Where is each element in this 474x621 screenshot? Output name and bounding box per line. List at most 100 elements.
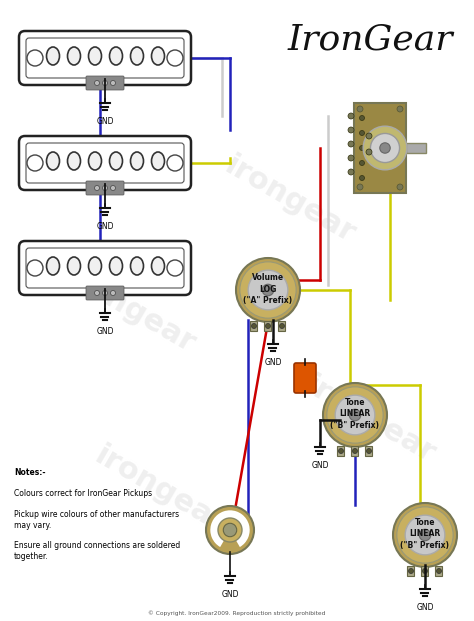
Circle shape: [167, 155, 183, 171]
Text: GND: GND: [221, 590, 239, 599]
Ellipse shape: [109, 152, 122, 170]
Circle shape: [262, 284, 274, 296]
Circle shape: [359, 116, 365, 120]
Bar: [421, 566, 428, 576]
Text: GND: GND: [416, 603, 434, 612]
Circle shape: [280, 324, 284, 329]
Circle shape: [27, 260, 43, 276]
Bar: [406, 143, 426, 153]
Ellipse shape: [67, 257, 81, 275]
Circle shape: [265, 324, 271, 329]
Circle shape: [323, 383, 387, 447]
Circle shape: [409, 568, 413, 574]
Text: © Copyright. IronGear2009. Reproduction strictly prohibited: © Copyright. IronGear2009. Reproduction …: [148, 610, 326, 616]
Circle shape: [240, 262, 296, 318]
Circle shape: [397, 106, 403, 112]
FancyBboxPatch shape: [86, 76, 124, 90]
Ellipse shape: [130, 47, 144, 65]
Circle shape: [223, 524, 237, 537]
FancyBboxPatch shape: [19, 31, 191, 85]
Circle shape: [359, 176, 365, 181]
Circle shape: [357, 184, 363, 190]
Circle shape: [419, 529, 431, 541]
Circle shape: [102, 291, 108, 296]
Circle shape: [338, 448, 344, 453]
Ellipse shape: [89, 152, 101, 170]
FancyBboxPatch shape: [86, 286, 124, 300]
FancyBboxPatch shape: [294, 363, 316, 393]
Ellipse shape: [130, 152, 144, 170]
Circle shape: [327, 387, 383, 443]
Circle shape: [348, 155, 354, 161]
Ellipse shape: [46, 257, 60, 275]
Circle shape: [359, 145, 365, 150]
Bar: [365, 446, 373, 456]
Circle shape: [348, 141, 354, 147]
FancyBboxPatch shape: [26, 248, 184, 288]
Text: Tone
LINEAR
("B" Prefix): Tone LINEAR ("B" Prefix): [330, 399, 380, 430]
Circle shape: [94, 291, 100, 296]
Circle shape: [252, 324, 256, 329]
Bar: [279, 321, 285, 331]
FancyBboxPatch shape: [24, 153, 186, 187]
Circle shape: [348, 169, 354, 175]
Circle shape: [366, 149, 372, 155]
Circle shape: [206, 506, 254, 554]
Ellipse shape: [109, 257, 122, 275]
Text: irongear: irongear: [300, 371, 440, 469]
Ellipse shape: [89, 47, 101, 65]
Bar: [408, 566, 414, 576]
Circle shape: [405, 515, 445, 555]
Circle shape: [348, 113, 354, 119]
FancyBboxPatch shape: [19, 241, 191, 295]
Ellipse shape: [152, 257, 164, 275]
Circle shape: [366, 133, 372, 139]
Text: GND: GND: [96, 222, 114, 231]
Bar: [264, 321, 272, 331]
Text: Tone
LINEAR
("B" Prefix): Tone LINEAR ("B" Prefix): [401, 519, 449, 550]
Text: GND: GND: [96, 327, 114, 336]
Text: IronGear: IronGear: [287, 22, 453, 56]
Wedge shape: [210, 510, 250, 547]
Text: Pickup wire colours of other manufacturers: Pickup wire colours of other manufacture…: [14, 510, 179, 519]
Circle shape: [167, 50, 183, 66]
Ellipse shape: [67, 152, 81, 170]
Circle shape: [397, 507, 453, 563]
Circle shape: [248, 270, 288, 310]
Circle shape: [110, 291, 116, 296]
Ellipse shape: [152, 152, 164, 170]
Circle shape: [27, 50, 43, 66]
Circle shape: [94, 186, 100, 191]
Bar: [436, 566, 443, 576]
Text: GND: GND: [264, 358, 282, 367]
Circle shape: [366, 448, 372, 453]
Ellipse shape: [89, 257, 101, 275]
Ellipse shape: [130, 257, 144, 275]
Circle shape: [359, 130, 365, 135]
Circle shape: [349, 409, 361, 421]
FancyBboxPatch shape: [24, 48, 186, 82]
Circle shape: [218, 518, 242, 542]
Bar: [250, 321, 257, 331]
Ellipse shape: [67, 47, 81, 65]
Circle shape: [102, 186, 108, 191]
Ellipse shape: [109, 47, 122, 65]
Circle shape: [110, 186, 116, 191]
Circle shape: [27, 155, 43, 171]
Text: irongear: irongear: [60, 261, 201, 359]
Text: Notes:-: Notes:-: [14, 468, 46, 477]
FancyBboxPatch shape: [26, 143, 184, 183]
Ellipse shape: [46, 47, 60, 65]
FancyBboxPatch shape: [86, 181, 124, 195]
Circle shape: [167, 260, 183, 276]
Text: together.: together.: [14, 552, 49, 561]
Text: Volume
LOG
("A" Prefix): Volume LOG ("A" Prefix): [244, 273, 292, 304]
Circle shape: [359, 160, 365, 166]
Bar: [354, 103, 406, 193]
FancyBboxPatch shape: [26, 38, 184, 78]
Ellipse shape: [152, 47, 164, 65]
FancyBboxPatch shape: [19, 136, 191, 190]
Circle shape: [348, 127, 354, 133]
Circle shape: [353, 448, 357, 453]
Circle shape: [397, 184, 403, 190]
